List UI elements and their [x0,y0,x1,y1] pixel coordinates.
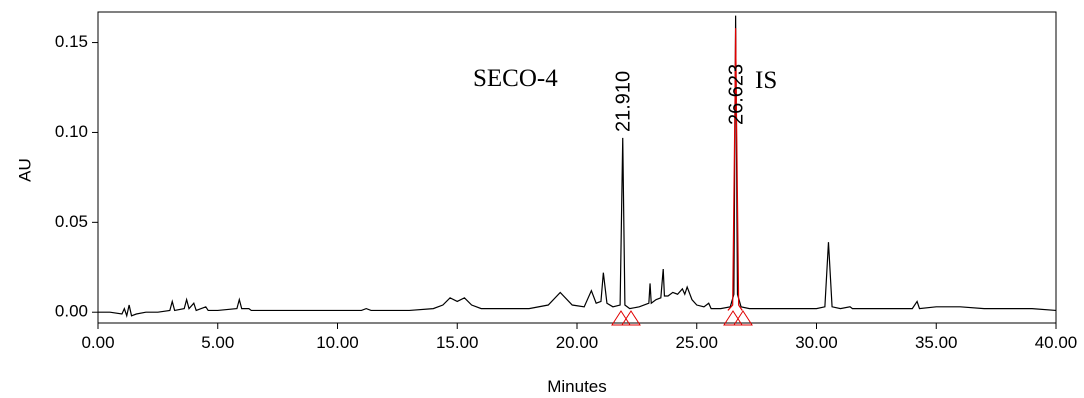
x-tick-label: 15.00 [436,333,479,352]
y-tick-label: 0.05 [55,212,88,231]
plot-area [98,15,1056,319]
x-tick-label: 30.00 [795,333,838,352]
plot-frame [97,11,1057,324]
peak-label: 21.910 [613,71,635,132]
y-tick-label: 0.00 [55,302,88,321]
x-tick-label: 25.00 [675,333,718,352]
trace [727,28,743,311]
annotation: SECO-4 [473,65,558,92]
x-tick-label: 5.00 [201,333,234,352]
x-tick-label: 40.00 [1035,333,1078,352]
peak-label: 26.623 [726,64,748,125]
x-tick-label: 10.00 [316,333,359,352]
trace [98,15,1056,319]
x-axis-title: Minutes [547,377,607,396]
integration-markers [611,310,753,326]
x-tick-label: 20.00 [556,333,599,352]
x-tick-label: 35.00 [915,333,958,352]
y-tick-label: 0.10 [55,122,88,141]
annotation: IS [755,67,777,94]
y-axis-title: AU [15,158,34,182]
x-tick-label: 0.00 [81,333,114,352]
y-tick-label: 0.15 [55,32,88,51]
